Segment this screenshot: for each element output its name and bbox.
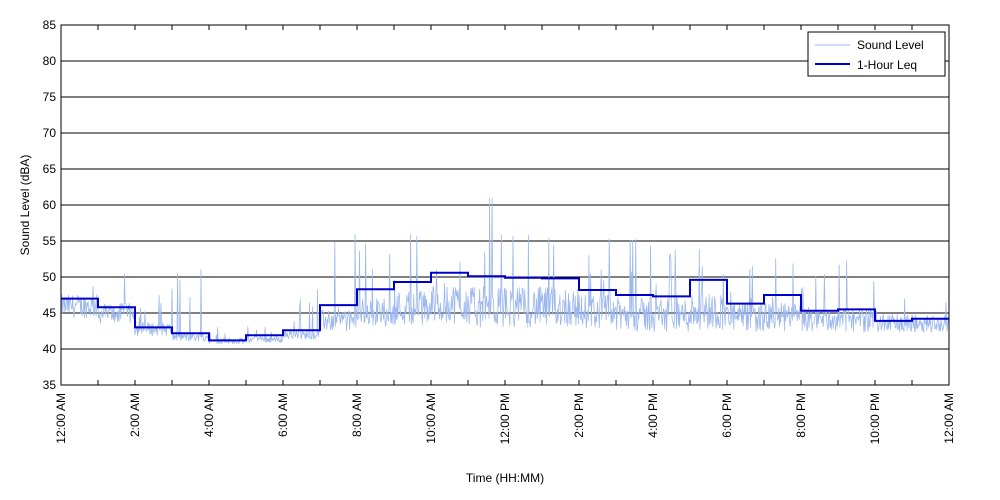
y-tick-label: 40 bbox=[43, 342, 57, 356]
y-tick-label: 45 bbox=[43, 306, 57, 320]
y-tick-label: 55 bbox=[43, 234, 57, 248]
x-tick-label: 4:00 AM bbox=[202, 393, 216, 437]
x-tick-label: 8:00 PM bbox=[794, 393, 808, 438]
leq-series bbox=[61, 271, 949, 342]
legend-label-sound-level: Sound Level bbox=[857, 38, 924, 52]
x-tick-label: 6:00 AM bbox=[276, 393, 290, 437]
x-tick-label: 8:00 AM bbox=[350, 393, 364, 437]
y-tick-label: 80 bbox=[43, 54, 57, 68]
y-tick-label: 65 bbox=[43, 162, 57, 176]
y-axis-ticks: 35 40 45 50 55 60 65 70 75 80 85 bbox=[43, 18, 66, 392]
y-tick-label: 70 bbox=[43, 126, 57, 140]
x-tick-label: 4:00 PM bbox=[646, 393, 660, 438]
plot-frame bbox=[60, 24, 950, 386]
x-tick-label: 2:00 AM bbox=[128, 393, 142, 437]
x-tick-label: 12:00 AM bbox=[942, 393, 956, 444]
x-tick-label: 10:00 PM bbox=[868, 393, 882, 444]
y-axis-label: Sound Level (dBA) bbox=[18, 155, 32, 256]
legend-box bbox=[807, 31, 946, 77]
x-axis-label: Time (HH:MM) bbox=[466, 471, 544, 485]
x-tick-label: 2:00 PM bbox=[572, 393, 586, 438]
x-tick-label: 6:00 PM bbox=[720, 393, 734, 438]
legend: Sound Level 1-Hour Leq bbox=[807, 31, 946, 77]
x-tick-label: 10:00 AM bbox=[424, 393, 438, 444]
y-tick-label: 35 bbox=[43, 378, 57, 392]
x-tick-label: 12:00 PM bbox=[498, 393, 512, 444]
x-tick-label: 12:00 AM bbox=[54, 393, 68, 444]
y-tick-label: 60 bbox=[43, 198, 57, 212]
y-tick-label: 85 bbox=[43, 18, 57, 32]
x-axis-ticks: 12:00 AM 2:00 AM 4:00 AM 6:00 AM 8:00 AM 10:0… bbox=[54, 25, 956, 444]
y-tick-label: 75 bbox=[43, 90, 57, 104]
y-tick-label: 50 bbox=[43, 270, 57, 284]
legend-label-leq: 1-Hour Leq bbox=[857, 58, 917, 72]
